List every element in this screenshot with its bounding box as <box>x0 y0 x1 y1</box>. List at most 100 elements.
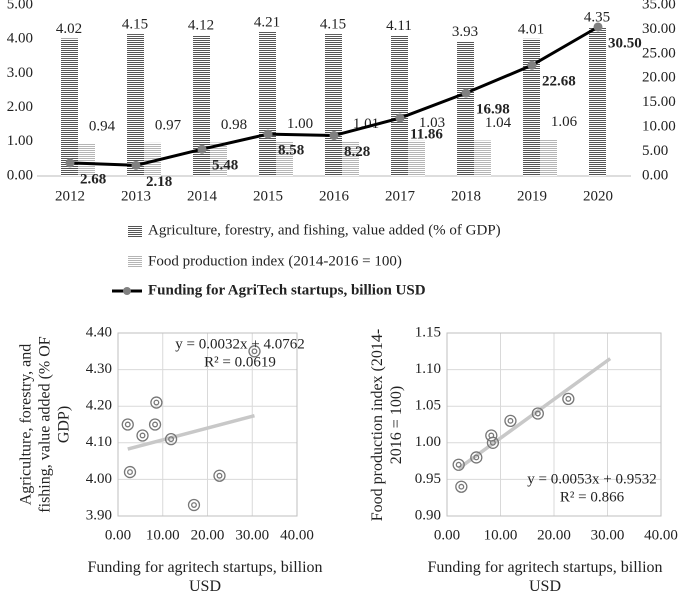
point-core <box>139 432 146 439</box>
point-core <box>473 454 480 461</box>
x-tick-label: 2016 <box>319 188 350 204</box>
bar <box>127 34 144 176</box>
y2-tick-label: 35.00 <box>642 0 676 12</box>
x-tick-label: 30.00 <box>591 527 625 543</box>
y-tick-label: 3.00 <box>7 65 33 81</box>
point-core <box>124 421 131 428</box>
bar <box>391 35 408 176</box>
x-tick-label: 2013 <box>121 188 151 204</box>
data-label: 3.93 <box>452 24 478 40</box>
data-label: 8.28 <box>344 144 370 160</box>
point <box>150 396 163 409</box>
point-core <box>455 461 462 468</box>
point-core <box>488 432 495 439</box>
plot-border <box>446 332 662 517</box>
bar <box>540 139 557 176</box>
x-tick-label: 0.00 <box>434 527 460 543</box>
point-core <box>458 483 465 490</box>
y2-tick-label: 0.00 <box>642 167 668 183</box>
data-label: 1.00 <box>287 116 313 132</box>
point-core <box>216 472 223 479</box>
data-label: 0.94 <box>89 118 116 134</box>
y-tick-label: 4.00 <box>7 31 33 47</box>
y-tick-label: 4.00 <box>86 471 112 487</box>
bar <box>523 38 540 176</box>
data-label: 4.12 <box>188 18 214 34</box>
line-marker <box>329 131 339 141</box>
y-tick-label: 0.90 <box>415 507 441 523</box>
point <box>470 451 483 464</box>
y-tick-label: 3.90 <box>86 507 112 523</box>
legend-swatch <box>128 225 142 237</box>
y-tick-label: 4.10 <box>86 434 112 450</box>
data-label: 22.68 <box>542 74 576 90</box>
bar <box>474 140 491 176</box>
legend-swatch <box>128 256 142 268</box>
trendline <box>457 357 612 470</box>
bar <box>589 27 606 177</box>
plot-border <box>117 332 298 517</box>
data-label: 11.86 <box>410 126 443 142</box>
data-label: 4.02 <box>56 21 82 37</box>
x-tick-label: 2020 <box>583 188 613 204</box>
point <box>562 392 575 406</box>
y-tick-label: 1.00 <box>415 434 441 450</box>
point <box>531 407 544 420</box>
point <box>452 458 465 471</box>
x-tick-label: 10.00 <box>146 527 180 543</box>
equation: y = 0.0053x + 0.9532 <box>527 471 656 487</box>
line-marker <box>593 22 603 32</box>
data-label: 0.97 <box>155 117 182 133</box>
line-marker <box>263 129 273 139</box>
line-marker <box>395 113 405 123</box>
x-tick-label: 20.00 <box>191 527 225 543</box>
x-tick-label: 30.00 <box>235 527 269 543</box>
point <box>504 414 517 427</box>
y2-tick-label: 20.00 <box>642 70 676 86</box>
legend-label: Agriculture, forestry, and fishing, valu… <box>148 222 501 238</box>
point-core <box>127 469 133 476</box>
line-marker <box>461 88 471 98</box>
point <box>187 498 201 512</box>
trendline <box>127 414 255 451</box>
x-axis-title: Funding for agritech startups, billion U… <box>427 559 663 595</box>
x-tick-label: 0.00 <box>105 527 131 543</box>
bar <box>61 38 78 177</box>
y-tick-label: 4.30 <box>86 361 112 377</box>
x-tick-label: 2012 <box>55 188 85 204</box>
bar <box>457 41 474 177</box>
x-tick-label: 2017 <box>385 188 416 204</box>
bar <box>325 34 342 176</box>
point <box>136 429 149 442</box>
y-axis-title: Food production index (2014-2016 = 100) <box>369 328 405 522</box>
data-label: 8.58 <box>278 143 304 159</box>
line-marker <box>197 144 207 154</box>
point-core <box>251 348 258 355</box>
point <box>485 429 498 442</box>
bar <box>342 141 359 176</box>
bar <box>210 142 227 176</box>
y-tick-label: 0.00 <box>7 167 33 183</box>
y-tick-label: 2.00 <box>7 99 33 115</box>
y-tick-label: 1.05 <box>415 398 441 414</box>
point-core <box>191 502 197 508</box>
point <box>248 345 261 358</box>
point-core <box>565 395 572 402</box>
point <box>121 418 134 431</box>
x-tick-label: 40.00 <box>280 527 314 543</box>
point-core <box>534 410 541 417</box>
data-label: 4.15 <box>320 17 346 33</box>
data-label: 4.01 <box>518 21 544 37</box>
point <box>148 418 162 431</box>
y2-tick-label: 15.00 <box>642 94 676 110</box>
y-tick-label: 1.00 <box>7 133 33 149</box>
x-tick-label: 2014 <box>187 188 218 204</box>
y-tick-label: 0.95 <box>415 471 441 487</box>
data-label: 0.98 <box>221 117 247 133</box>
data-label: 30.50 <box>608 35 642 51</box>
x-tick-label: 2015 <box>253 188 283 204</box>
point <box>164 432 178 446</box>
x-tick-label: 40.00 <box>644 527 678 543</box>
